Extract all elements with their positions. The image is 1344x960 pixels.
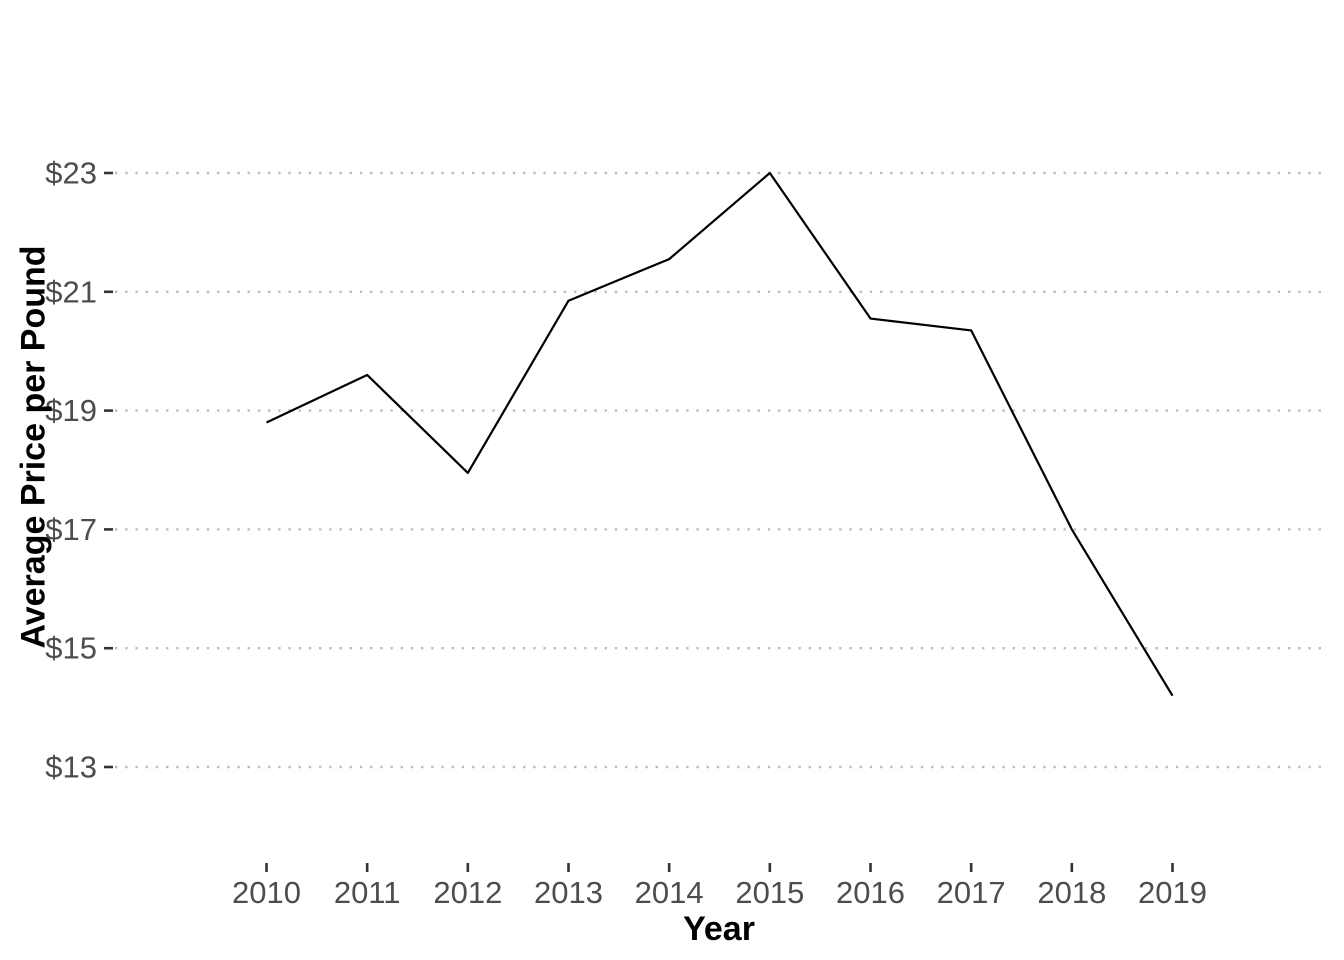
y-tick-label: $21 bbox=[45, 274, 97, 309]
x-tick-label: 2016 bbox=[836, 875, 905, 910]
x-tick-label: 2019 bbox=[1138, 875, 1207, 910]
y-tick-label: $19 bbox=[45, 393, 97, 428]
x-tick-label: 2017 bbox=[937, 875, 1006, 910]
y-tick-label: $23 bbox=[45, 156, 97, 191]
y-axis-title: Average Price per Pound bbox=[14, 245, 53, 649]
x-tick-label: 2015 bbox=[735, 875, 804, 910]
y-tick-label: $15 bbox=[45, 631, 97, 666]
x-tick-label: 2011 bbox=[334, 875, 401, 910]
x-tick-label: 2018 bbox=[1037, 875, 1106, 910]
x-tick-label: 2014 bbox=[635, 875, 704, 910]
data-line bbox=[266, 171, 1174, 697]
y-tick-label: $13 bbox=[45, 750, 97, 785]
x-tick-label: 2013 bbox=[534, 875, 603, 910]
y-tick-label: $17 bbox=[45, 512, 97, 547]
x-tick-label: 2010 bbox=[232, 875, 301, 910]
x-tick-label: 2012 bbox=[433, 875, 502, 910]
x-axis-title: Year bbox=[683, 910, 755, 948]
